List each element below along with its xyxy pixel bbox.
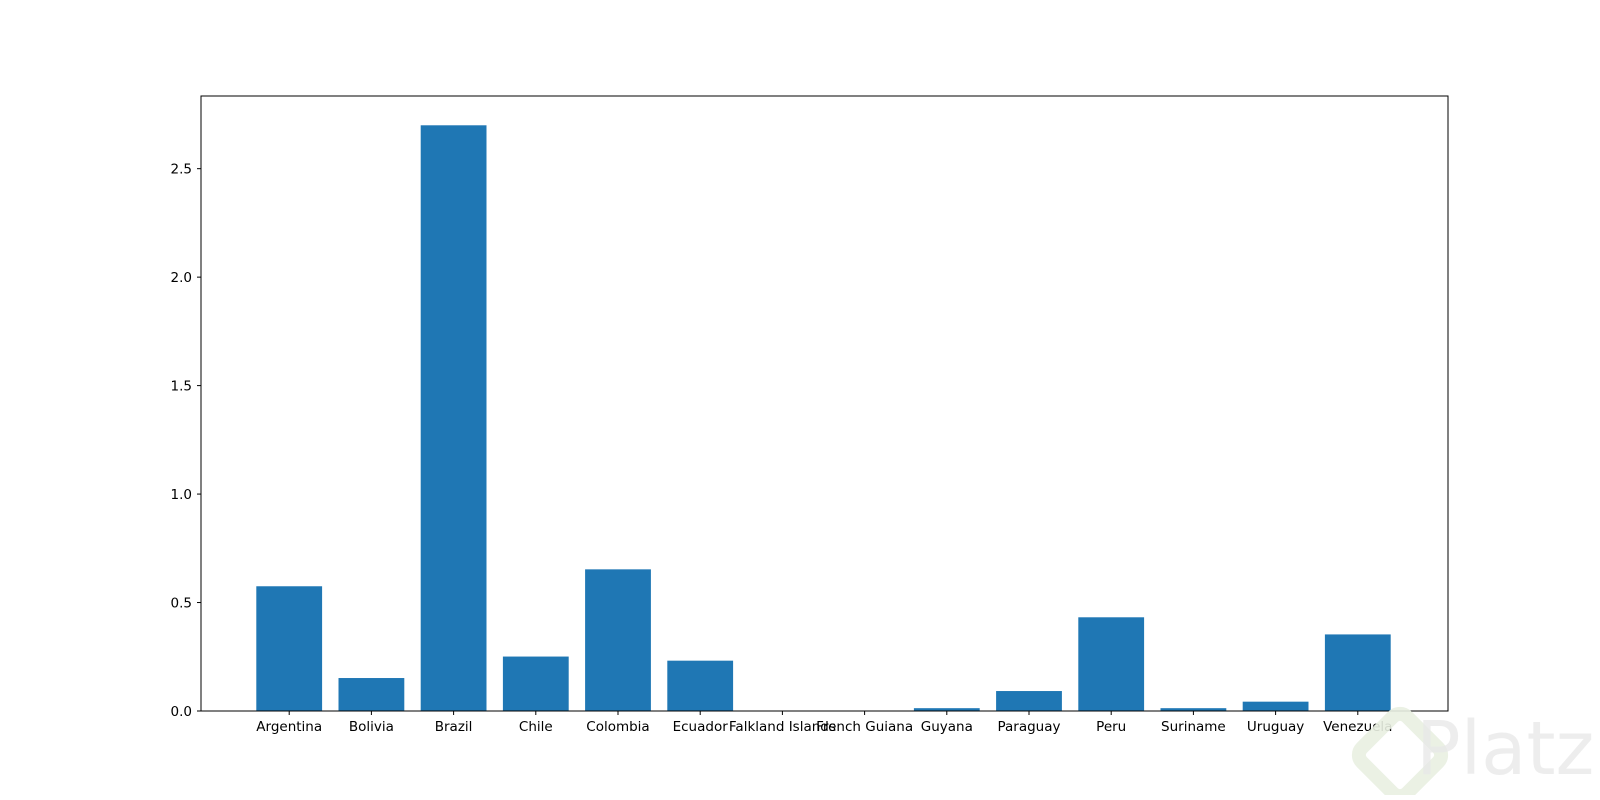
bar-argentina [256,586,323,711]
x-tick-label: Falkland Islands [729,719,836,735]
bar-peru [1078,617,1145,711]
x-tick-label: Paraguay [997,719,1060,735]
y-tick-label: 1.5 [171,379,192,395]
x-tick-label: Guyana [921,719,973,735]
y-axis: 0.0 0.5 1.0 1.5 2.0 2.5 [171,162,201,720]
y-tick-label: 2.5 [171,162,192,178]
x-tick-label: Bolivia [349,719,394,735]
y-tick-label: 1.0 [171,487,192,503]
watermark: Platzi [1351,706,1600,800]
x-axis: Argentina Bolivia Brazil Chile Colombia Ecuad… [256,711,1392,735]
x-tick-label: Colombia [586,719,649,735]
bar-paraguay [996,691,1062,711]
bar-suriname [1160,708,1227,711]
platzi-logo-icon [1351,706,1449,800]
y-tick-label: 2.0 [171,270,192,286]
bar-bolivia [338,678,405,711]
bar-chile [502,656,569,711]
plot-frame [200,95,1449,712]
bars-group [256,125,1391,712]
bar-uruguay [1242,701,1309,711]
bar-brazil [420,125,487,712]
x-tick-label: French Guiana [816,719,913,735]
x-tick-label: Suriname [1161,719,1226,735]
watermark-text: Platzi [1416,706,1600,792]
bar-ecuador [667,660,734,711]
y-tick-label: 0.5 [171,596,192,612]
bar-guyana [913,708,980,711]
x-tick-label: Peru [1096,719,1126,735]
x-tick-label: Ecuador [673,719,729,735]
y-tick-label: 0.0 [171,704,192,720]
x-tick-label: Chile [519,719,553,735]
x-tick-label: Uruguay [1247,719,1304,735]
x-tick-label: Brazil [435,719,473,735]
x-tick-label: Argentina [256,719,322,735]
bar-venezuela [1324,634,1391,711]
bar-colombia [585,569,651,711]
